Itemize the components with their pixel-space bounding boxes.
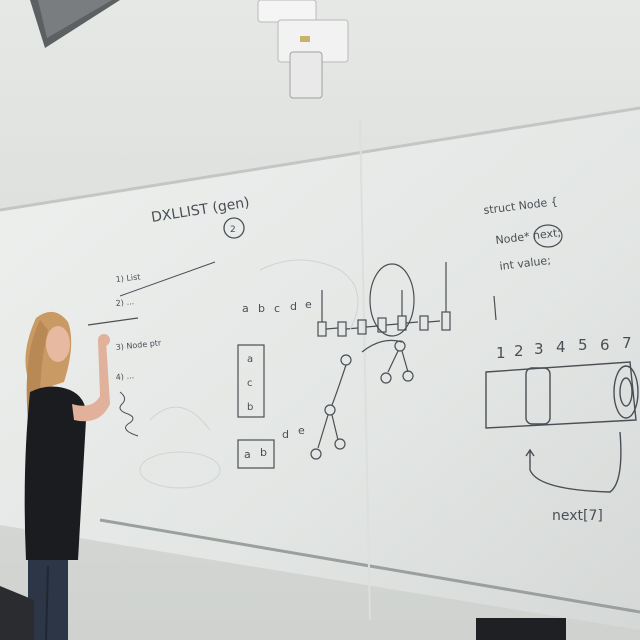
stack-letter-1: a <box>247 354 253 365</box>
tray-object <box>476 618 566 640</box>
next-label: next[7] <box>552 508 603 524</box>
array-index-3: 3 <box>534 340 544 358</box>
array-index-5: 5 <box>578 336 588 354</box>
projector-mount <box>257 0 317 23</box>
array-index-7: 7 <box>622 334 632 352</box>
left-note-scribble <box>119 391 139 437</box>
ceiling-panel-inner <box>38 0 112 38</box>
left-note-1: 1) List <box>115 272 141 284</box>
bottom-letter-a: a <box>244 448 251 461</box>
array-index-2: 2 <box>514 342 524 360</box>
bottom-letter-d: d <box>282 428 289 441</box>
array-index-6: 6 <box>600 336 610 354</box>
bottom-letter-e: e <box>298 424 305 437</box>
left-note-line <box>119 261 216 297</box>
title-note: 2 <box>230 225 236 235</box>
board-seam <box>359 119 371 621</box>
list-letter-e: e <box>305 298 312 311</box>
stack-letter-3: b <box>247 402 253 413</box>
list-letter-d: d <box>290 300 297 313</box>
list-letter-a: a <box>242 302 249 315</box>
left-note-2: 2) ... <box>115 297 134 308</box>
whiteboard <box>0 108 640 630</box>
array-index-4: 4 <box>556 338 566 356</box>
chair-corner <box>0 586 34 640</box>
array-index-1: 1 <box>496 344 506 362</box>
stack-box <box>237 344 265 418</box>
array-drawing <box>485 361 639 493</box>
left-note-arrow <box>87 317 139 326</box>
list-letter-c: c <box>274 302 280 315</box>
student-figure <box>24 311 110 640</box>
bottom-letter-b: b <box>260 446 267 459</box>
whiteboard-tray <box>99 518 640 614</box>
tree-diagram <box>310 340 414 460</box>
erased-marks <box>139 259 359 489</box>
whiteboard-top-edge <box>0 106 640 212</box>
struct-line-3: int value; <box>499 254 552 273</box>
next-circle <box>533 224 563 248</box>
title-circle <box>223 217 245 239</box>
left-note-4: 4) ... <box>115 371 134 382</box>
projector-light <box>300 36 310 42</box>
struct-arrow <box>493 295 497 321</box>
bottom-box <box>237 439 275 469</box>
list-letter-b: b <box>258 302 265 315</box>
stack-letter-2: c <box>247 378 253 389</box>
projector-unit <box>289 51 323 99</box>
